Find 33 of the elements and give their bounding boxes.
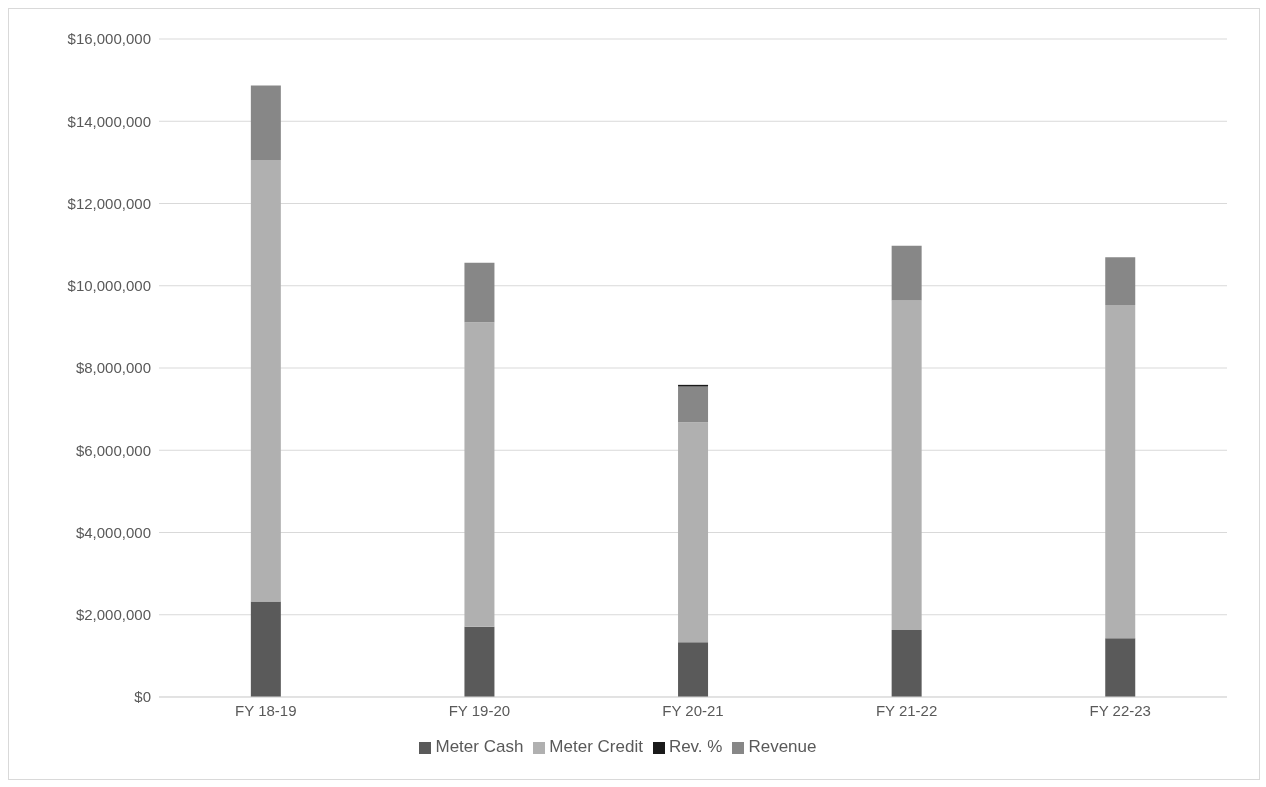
y-tick-label: $0	[134, 688, 151, 706]
y-tick-label: $2,000,000	[75, 606, 151, 624]
y-tick-label: $4,000,000	[75, 523, 151, 541]
bar	[464, 626, 495, 697]
x-tick-label: FY 18-19	[235, 701, 297, 719]
y-tick-label: $12,000,000	[67, 194, 151, 212]
y-tick-label: $10,000,000	[67, 277, 151, 295]
x-tick-label: FY 22-23	[1089, 701, 1151, 719]
bar	[464, 262, 495, 323]
legend-label: Meter Credit	[549, 737, 643, 756]
bar	[1105, 257, 1136, 306]
legend-label: Rev. %	[668, 737, 723, 756]
bar	[1105, 305, 1136, 639]
legend-label: Meter Cash	[435, 737, 524, 756]
bar	[891, 245, 922, 301]
bar	[678, 386, 709, 423]
y-tick-label: $6,000,000	[75, 441, 151, 459]
bar	[891, 300, 922, 630]
bar	[464, 322, 495, 627]
legend-label: Revenue	[748, 737, 817, 756]
bar	[891, 629, 922, 697]
bar	[678, 422, 709, 643]
bar	[1105, 638, 1136, 697]
y-tick-label: $16,000,000	[67, 30, 151, 48]
bar	[250, 159, 281, 602]
bar	[678, 642, 709, 697]
y-tick-label: $14,000,000	[67, 112, 151, 130]
x-tick-label: FY 21-22	[875, 701, 938, 719]
bar	[250, 85, 281, 160]
x-tick-label: FY 20-21	[662, 701, 724, 719]
x-tick-label: FY 19-20	[448, 701, 511, 719]
y-tick-label: $8,000,000	[75, 359, 151, 377]
bar	[250, 601, 281, 697]
